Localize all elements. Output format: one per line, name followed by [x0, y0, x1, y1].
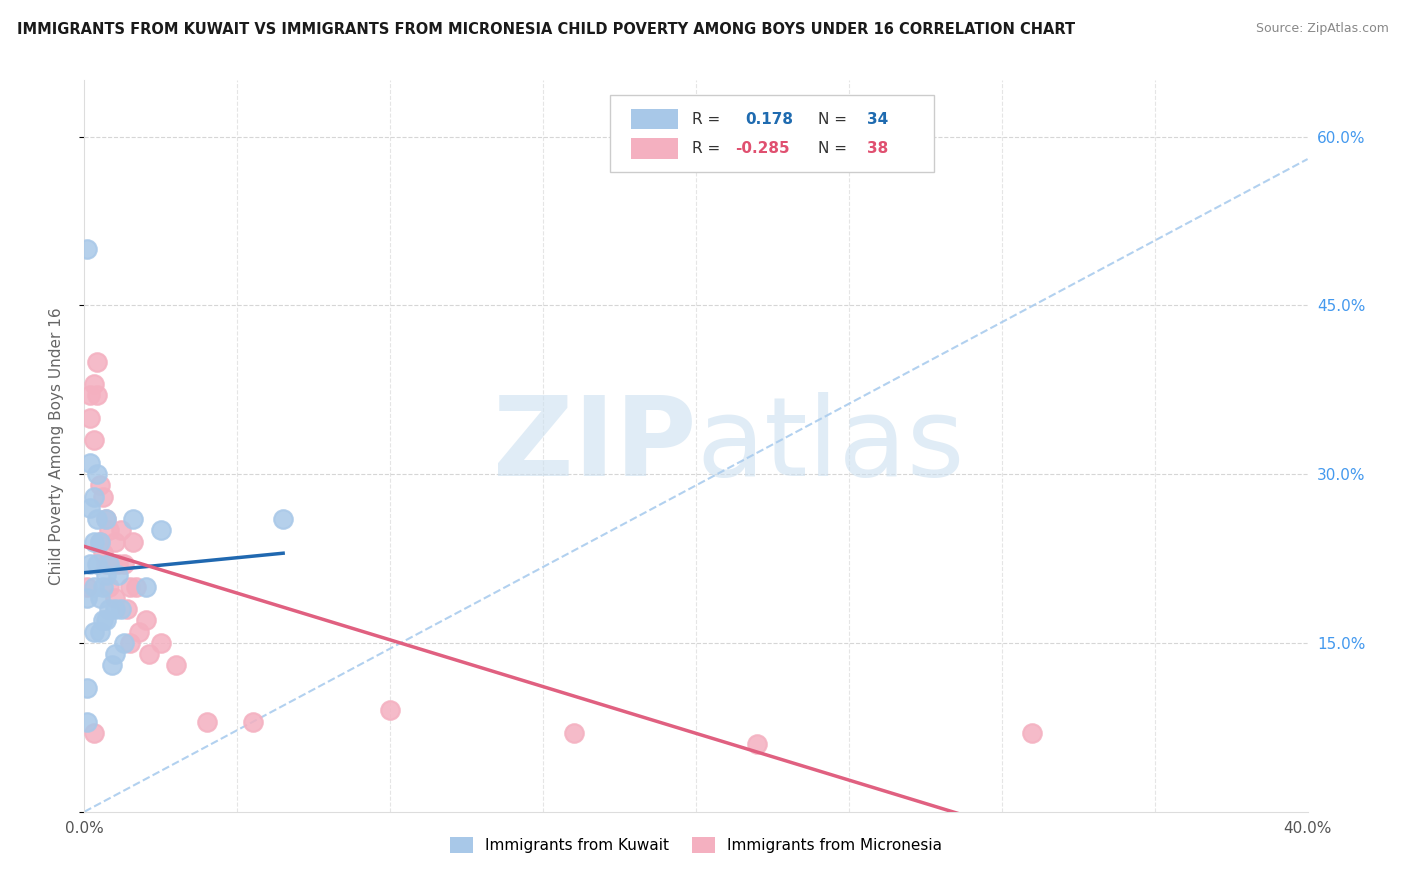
Y-axis label: Child Poverty Among Boys Under 16: Child Poverty Among Boys Under 16 — [49, 307, 63, 585]
FancyBboxPatch shape — [631, 138, 678, 159]
Point — [83, 377, 105, 392]
Point — [104, 647, 127, 661]
Point — [120, 580, 142, 594]
Point — [76, 580, 98, 594]
Point — [91, 546, 114, 560]
Point — [115, 602, 138, 616]
Point — [149, 524, 172, 538]
Point — [747, 737, 769, 751]
Point — [89, 534, 111, 549]
Text: R =: R = — [692, 141, 725, 156]
Point — [195, 714, 218, 729]
Point — [122, 534, 145, 549]
Point — [86, 388, 108, 402]
Point — [135, 614, 157, 628]
Point — [101, 557, 124, 571]
Point — [86, 512, 108, 526]
Point — [112, 557, 135, 571]
Text: 38: 38 — [868, 141, 889, 156]
Point — [86, 354, 108, 368]
Point — [94, 614, 117, 628]
Point — [76, 681, 98, 695]
Point — [97, 602, 120, 616]
Point — [89, 534, 111, 549]
Text: 0.178: 0.178 — [745, 112, 793, 127]
Point — [112, 636, 135, 650]
Point — [125, 580, 148, 594]
Text: 34: 34 — [868, 112, 889, 127]
Point — [110, 524, 132, 538]
Point — [79, 557, 101, 571]
Point — [562, 726, 585, 740]
Point — [97, 524, 120, 538]
Point — [104, 591, 127, 605]
Point — [86, 557, 108, 571]
Point — [97, 580, 120, 594]
Point — [91, 490, 114, 504]
FancyBboxPatch shape — [610, 95, 935, 171]
Point — [83, 434, 105, 448]
Point — [149, 636, 172, 650]
Point — [76, 242, 98, 256]
Legend: Immigrants from Kuwait, Immigrants from Micronesia: Immigrants from Kuwait, Immigrants from … — [444, 830, 948, 859]
Point — [79, 388, 101, 402]
Text: ZIP: ZIP — [492, 392, 696, 500]
Point — [107, 557, 129, 571]
Point — [86, 467, 108, 482]
Text: R =: R = — [692, 112, 725, 127]
Point — [380, 703, 402, 717]
Point — [242, 714, 264, 729]
Point — [91, 614, 114, 628]
Point — [79, 500, 101, 515]
Point — [107, 568, 129, 582]
Point — [83, 726, 105, 740]
Text: N =: N = — [818, 112, 852, 127]
Point — [165, 658, 187, 673]
Point — [79, 456, 101, 470]
Point — [110, 602, 132, 616]
Point — [83, 490, 105, 504]
Point — [128, 624, 150, 639]
Point — [120, 636, 142, 650]
Point — [91, 580, 114, 594]
Point — [101, 658, 124, 673]
Point — [271, 512, 294, 526]
Point — [76, 591, 98, 605]
Text: -0.285: -0.285 — [735, 141, 790, 156]
Point — [94, 568, 117, 582]
Point — [76, 714, 98, 729]
Point — [138, 647, 160, 661]
Point — [104, 602, 127, 616]
Point — [83, 534, 105, 549]
Text: IMMIGRANTS FROM KUWAIT VS IMMIGRANTS FROM MICRONESIA CHILD POVERTY AMONG BOYS UN: IMMIGRANTS FROM KUWAIT VS IMMIGRANTS FRO… — [17, 22, 1076, 37]
Point — [97, 557, 120, 571]
Text: N =: N = — [818, 141, 852, 156]
Point — [79, 410, 101, 425]
Point — [135, 580, 157, 594]
Point — [104, 534, 127, 549]
Point — [94, 512, 117, 526]
Point — [89, 624, 111, 639]
Point — [89, 591, 111, 605]
Point — [89, 478, 111, 492]
Text: atlas: atlas — [696, 392, 965, 500]
FancyBboxPatch shape — [631, 109, 678, 129]
Point — [122, 512, 145, 526]
Point — [94, 512, 117, 526]
Point — [83, 580, 105, 594]
Point — [1021, 726, 1043, 740]
Point — [94, 557, 117, 571]
Point — [83, 624, 105, 639]
Text: Source: ZipAtlas.com: Source: ZipAtlas.com — [1256, 22, 1389, 36]
